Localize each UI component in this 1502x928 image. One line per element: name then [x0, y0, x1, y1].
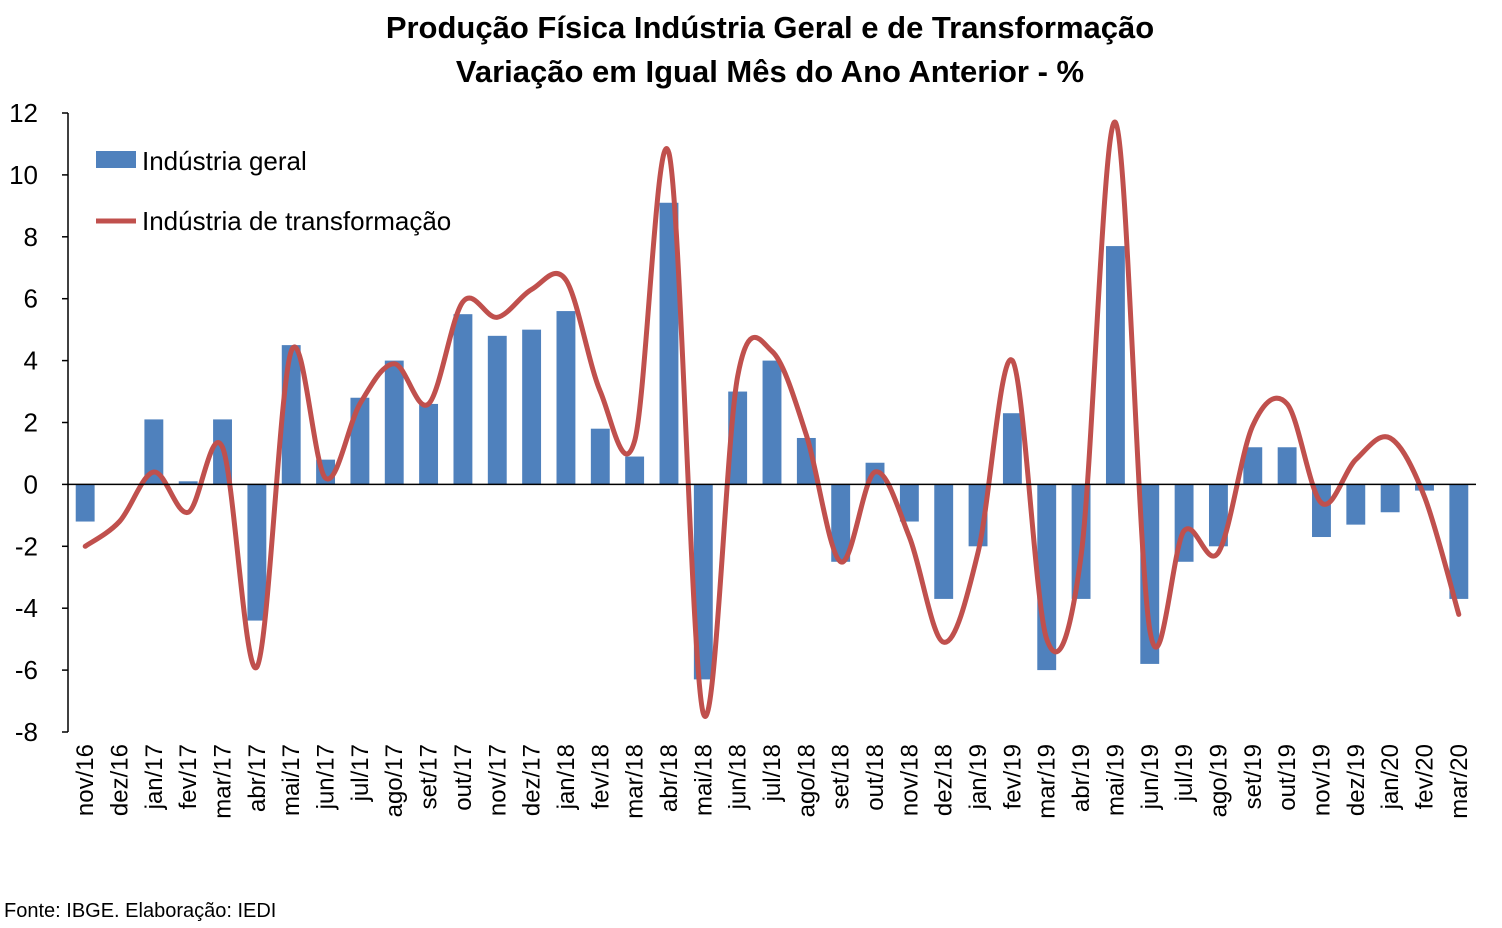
- x-tick-label: fev/17: [175, 744, 202, 809]
- y-tick-label: 2: [24, 408, 38, 438]
- x-tick-labels: nov/16 dez/16 jan/17 fev/17 mar/17 abr/17 mai/…: [72, 744, 1473, 819]
- bar-fev-20: [1415, 484, 1434, 491]
- x-tick-label: out/17: [450, 744, 477, 811]
- bar-fev-17: [178, 481, 198, 485]
- y-tick-label: -2: [15, 531, 38, 561]
- x-tick-label: jun/17: [313, 744, 340, 810]
- x-tick-label: mar/20: [1446, 744, 1473, 819]
- x-tick-label: set/17: [416, 744, 443, 809]
- x-tick-label: abr/17: [244, 744, 271, 812]
- x-tick-label: mar/19: [1034, 744, 1061, 819]
- x-tick-label: ago/19: [1205, 744, 1232, 817]
- y-tick-label: 0: [24, 469, 38, 499]
- x-tick-label: jun/19: [1137, 744, 1164, 810]
- y-tick-label: 10: [9, 160, 38, 190]
- bar-mai-18: [693, 484, 713, 680]
- legend-label-bar: Indústria geral: [142, 146, 307, 176]
- x-tick-label: abr/19: [1068, 744, 1095, 812]
- bar-jul-18: [762, 360, 782, 485]
- bar-fev-19: [1002, 413, 1022, 485]
- bar-abr-17: [247, 484, 267, 621]
- x-tick-label: dez/18: [931, 744, 958, 816]
- x-tick-label: nov/19: [1309, 744, 1336, 816]
- chart-subtitle: Variação em Igual Mês do Ano Anterior - …: [455, 54, 1085, 89]
- x-tick-label: fev/19: [999, 744, 1026, 809]
- bar-nov-18: [899, 484, 919, 522]
- x-tick-label: jul/18: [759, 744, 786, 802]
- source-note: Fonte: IBGE. Elaboração: IEDI: [4, 900, 277, 922]
- bar-set-19: [1243, 447, 1263, 485]
- y-tick-labels: -8 -6 -4 -2 0 2 4 6 8 10 12: [9, 98, 68, 747]
- x-tick-label: jan/19: [965, 744, 992, 810]
- bar-dez-19: [1346, 484, 1366, 525]
- bar-nov-16: [75, 484, 95, 522]
- x-tick-label: jun/18: [725, 744, 752, 810]
- x-tick-label: fev/18: [587, 744, 614, 809]
- x-tick-label: jul/17: [347, 744, 374, 802]
- x-tick-label: jan/17: [141, 744, 168, 810]
- x-tick-label: mar/17: [210, 744, 237, 819]
- legend: Indústria geral Indústria de transformaç…: [96, 146, 451, 236]
- bar-dez-17: [522, 329, 542, 485]
- x-tick-label: set/19: [1240, 744, 1267, 809]
- y-tick-label: 6: [24, 284, 38, 314]
- x-tick-label: jul/19: [1171, 744, 1198, 802]
- y-tick-label: 4: [24, 346, 38, 376]
- x-tick-label: dez/16: [107, 744, 134, 816]
- x-tick-label: out/18: [862, 744, 889, 811]
- y-tick-label: 12: [9, 98, 38, 128]
- bar-ago-17: [384, 360, 404, 485]
- x-tick-label: dez/19: [1343, 744, 1370, 816]
- x-tick-label: ago/18: [793, 744, 820, 817]
- bar-set-17: [419, 403, 439, 485]
- x-tick-label: jan/20: [1377, 744, 1404, 810]
- y-tick-label: 8: [24, 222, 38, 252]
- bar-mar-18: [625, 456, 645, 485]
- x-tick-label: nov/17: [484, 744, 511, 816]
- x-tick-label: fev/20: [1412, 744, 1439, 809]
- bar-out-19: [1277, 447, 1297, 485]
- y-tick-label: -6: [15, 655, 38, 685]
- bar-jan-20: [1380, 484, 1400, 513]
- bar-jun-19: [1140, 484, 1160, 664]
- x-tick-label: mai/17: [278, 744, 305, 816]
- x-tick-label: dez/17: [519, 744, 546, 816]
- y-tick-label: -8: [15, 717, 38, 747]
- bar-mar-20: [1449, 484, 1469, 599]
- y-tick-label: -4: [15, 593, 38, 623]
- bar-nov-17: [487, 335, 507, 485]
- bar-out-17: [453, 314, 473, 485]
- x-tick-label: jan/18: [553, 744, 580, 810]
- x-tick-label: nov/16: [72, 744, 99, 816]
- line-series-path: [82, 119, 1462, 719]
- bar-jan-17: [144, 419, 164, 485]
- bar-jul-17: [350, 397, 370, 485]
- x-tick-label: abr/18: [656, 744, 683, 812]
- bar-ago-19: [1208, 484, 1228, 547]
- bar-set-18: [831, 484, 851, 562]
- bar-dez-18: [934, 484, 954, 599]
- x-tick-label: ago/17: [381, 744, 408, 817]
- bar-jan-18: [556, 311, 576, 485]
- x-tick-label: mai/18: [690, 744, 717, 816]
- bar-fev-18: [590, 428, 610, 485]
- bar-abr-18: [659, 202, 679, 485]
- x-tick-label: set/18: [828, 744, 855, 809]
- x-tick-label: mai/19: [1102, 744, 1129, 816]
- x-tick-label: out/19: [1274, 744, 1301, 811]
- x-tick-label: mar/18: [622, 744, 649, 819]
- x-tick-label: nov/18: [896, 744, 923, 816]
- bar-mai-19: [1105, 246, 1125, 485]
- legend-swatch-bar: [96, 151, 136, 168]
- chart-title: Produção Física Indústria Geral e de Tra…: [385, 10, 1155, 45]
- legend-label-line: Indústria de transformação: [142, 206, 451, 236]
